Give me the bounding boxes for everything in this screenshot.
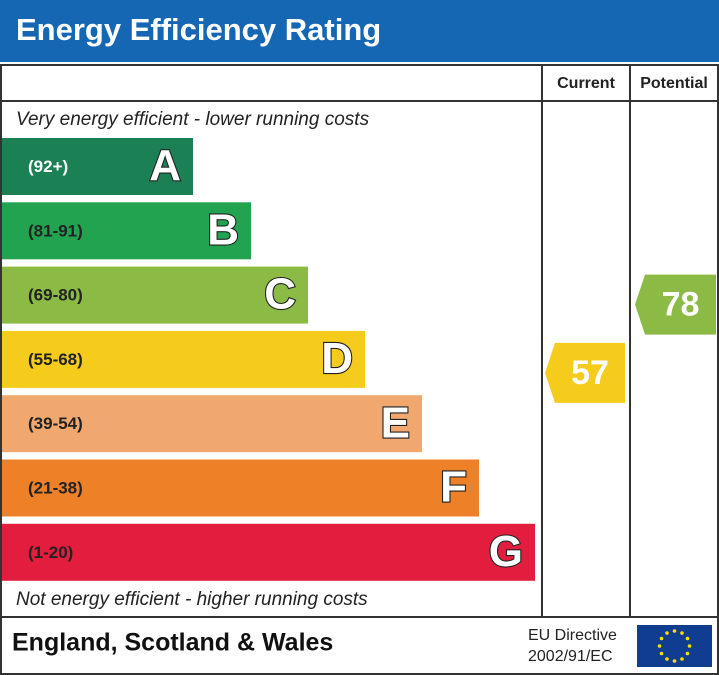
band-letter: F (440, 463, 467, 512)
rating-value: 57 (571, 354, 609, 392)
band-letter: B (207, 205, 239, 254)
band-letter: D (321, 334, 353, 383)
band-range: (1-20) (28, 543, 73, 562)
star (685, 636, 690, 641)
band-bar (2, 138, 193, 195)
band-letter: G (489, 527, 523, 576)
star (657, 644, 662, 648)
title: Energy Efficiency Rating (16, 12, 381, 47)
band-range: (39-54) (28, 414, 83, 433)
eu-flag (637, 625, 712, 667)
star (659, 651, 664, 656)
frame (0, 64, 719, 675)
band-bar (2, 266, 308, 324)
rating-arrow (635, 274, 716, 335)
star (672, 659, 677, 663)
star (680, 631, 684, 635)
star (685, 651, 690, 656)
region: England, Scotland & Wales (12, 629, 333, 657)
band-letter: C (264, 270, 296, 319)
band-bar (2, 459, 479, 517)
star (680, 657, 684, 661)
directive: 2002/91/EC (528, 648, 613, 665)
band-bar (2, 330, 365, 388)
bottom-note: Not energy efficient - higher running co… (16, 589, 368, 610)
star (665, 631, 669, 635)
band-range: (81-91) (28, 221, 83, 240)
directive: EU Directive (528, 627, 617, 644)
band-range: (55-68) (28, 350, 83, 369)
column-header: Potential (640, 75, 708, 92)
band-letter: A (149, 141, 181, 190)
column-header: Current (557, 75, 615, 92)
star (659, 636, 664, 641)
star (672, 629, 677, 633)
star (665, 657, 669, 661)
band-letter: E (381, 398, 410, 447)
band-bar (2, 523, 535, 581)
band-range: (21-38) (28, 478, 83, 497)
band-range: (69-80) (28, 286, 83, 305)
header-bar (0, 0, 719, 62)
star (687, 644, 692, 648)
band-range: (92+) (28, 157, 68, 176)
top-note: Very energy efficient - lower running co… (16, 109, 370, 130)
band-bar (2, 395, 422, 453)
rating-arrow (545, 342, 625, 403)
rating-value: 78 (662, 286, 700, 324)
band-bar (2, 202, 251, 260)
